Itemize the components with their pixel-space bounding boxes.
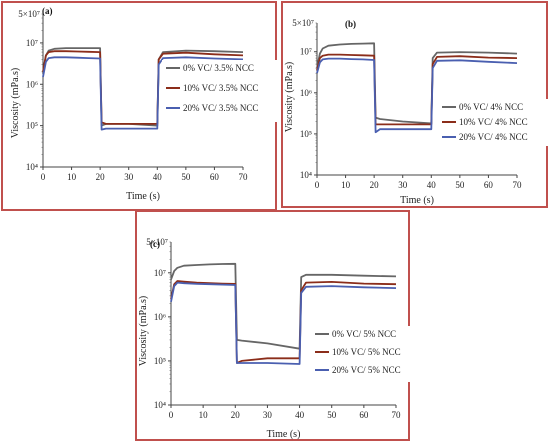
y-tick-label: 10⁷ bbox=[154, 268, 166, 278]
y-tick-label: 10⁴ bbox=[154, 400, 166, 410]
y-tick-label: 10⁵ bbox=[154, 356, 166, 366]
x-tick-label: 0 bbox=[315, 180, 320, 190]
x-tick-label: 30 bbox=[263, 410, 273, 420]
y-top-label: 5×10⁷ bbox=[146, 237, 168, 247]
y-top-label: 5×10⁷ bbox=[18, 9, 40, 19]
x-tick-label: 60 bbox=[484, 180, 494, 190]
y-tick-label: 10⁵ bbox=[26, 121, 38, 131]
legend-label-2: 20% VC/ 3.5% NCC bbox=[183, 103, 258, 113]
x-tick-label: 40 bbox=[153, 172, 163, 182]
chart-panel-c: 0 10 20 30 40 50 60 70 10⁴ 10⁵ 10⁶ 10⁷ 5×10⁷ Time (s)… bbox=[135, 210, 426, 441]
legend-label-0: 0% VC/ 5% NCC bbox=[332, 329, 396, 339]
x-tick-label: 10 bbox=[67, 172, 77, 182]
x-tick-label: 20 bbox=[231, 410, 241, 420]
legend-box bbox=[438, 99, 550, 146]
x-tick-label: 50 bbox=[181, 172, 191, 182]
x-tick-label: 0 bbox=[41, 172, 46, 182]
legend-label-2: 20% VC/ 4% NCC bbox=[459, 132, 528, 142]
x-tick-label: 20 bbox=[96, 172, 106, 182]
y-top-label: 5×10⁷ bbox=[292, 18, 314, 28]
x-tick-label: 50 bbox=[327, 410, 337, 420]
x-tick-label: 30 bbox=[124, 172, 134, 182]
y-tick-label: 10⁷ bbox=[26, 38, 38, 48]
x-tick-label: 60 bbox=[359, 410, 369, 420]
legend-label-0: 0% VC/ 4% NCC bbox=[459, 102, 523, 112]
y-axis-title: Viscosity (mPa.s) bbox=[10, 68, 21, 139]
x-tick-label: 30 bbox=[398, 180, 408, 190]
legend-box bbox=[311, 326, 426, 382]
legend-label-2: 20% VC/ 5% NCC bbox=[332, 365, 401, 375]
y-tick-label: 10⁷ bbox=[300, 47, 312, 57]
y-tick-label: 10⁴ bbox=[300, 170, 312, 180]
y-tick-label: 10⁶ bbox=[26, 79, 38, 89]
x-tick-label: 0 bbox=[169, 410, 174, 420]
legend-label-1: 10% VC/ 5% NCC bbox=[332, 347, 401, 357]
x-tick-label: 10 bbox=[341, 180, 351, 190]
y-axis-title: Viscosity (mPa.s) bbox=[284, 62, 295, 133]
y-axis-title: Viscosity (mPa.s) bbox=[138, 296, 149, 367]
chart-panel-a: 0 10 20 30 40 50 60 70 10⁴ 10⁵ 10⁶ 10⁷ 5×10⁷ Time (s)… bbox=[1, 1, 277, 211]
panel-label: (b) bbox=[345, 19, 356, 29]
x-tick-label: 20 bbox=[370, 180, 380, 190]
series-line-2 bbox=[316, 57, 518, 134]
series-line-2 bbox=[170, 281, 397, 365]
x-tick-label: 70 bbox=[392, 410, 402, 420]
legend-label-0: 0% VC/ 3.5% NCC bbox=[183, 63, 254, 73]
x-tick-label: 10 bbox=[199, 410, 209, 420]
panel-label: (c) bbox=[150, 239, 160, 249]
legend-label-1: 10% VC/ 3.5% NCC bbox=[183, 83, 258, 93]
y-tick-label: 10⁶ bbox=[300, 88, 312, 98]
x-axis-title: Time (s) bbox=[126, 191, 160, 202]
chart-c-svg: 0 10 20 30 40 50 60 70 10⁴ 10⁵ 10⁶ 10⁷ 5×10⁷ Time (s)… bbox=[138, 237, 426, 440]
legend-box bbox=[162, 60, 277, 122]
y-tick-label: 10⁴ bbox=[26, 162, 38, 172]
x-tick-label: 70 bbox=[513, 180, 523, 190]
series-line-2 bbox=[42, 56, 244, 131]
y-tick-label: 10⁶ bbox=[154, 312, 166, 322]
y-tick-label: 10⁵ bbox=[300, 129, 312, 139]
chart-a-svg: 0 10 20 30 40 50 60 70 10⁴ 10⁵ 10⁶ 10⁷ 5×10⁷ Time (s)… bbox=[10, 6, 277, 202]
x-tick-label: 60 bbox=[210, 172, 220, 182]
x-tick-label: 40 bbox=[427, 180, 437, 190]
panel-label: (a) bbox=[42, 6, 53, 16]
x-tick-label: 50 bbox=[455, 180, 465, 190]
legend-label-1: 10% VC/ 4% NCC bbox=[459, 117, 528, 127]
chart-b-svg: 0 10 20 30 40 50 60 70 10⁴ 10⁵ 10⁶ 10⁷ 5×10⁷ Time (s)… bbox=[284, 18, 550, 206]
x-axis-title: Time (s) bbox=[267, 429, 301, 440]
chart-panel-b: 0 10 20 30 40 50 60 70 10⁴ 10⁵ 10⁶ 10⁷ 5×10⁷ Time (s)… bbox=[281, 1, 550, 208]
x-axis-title: Time (s) bbox=[400, 195, 434, 206]
x-tick-label: 70 bbox=[239, 172, 249, 182]
x-tick-label: 40 bbox=[295, 410, 305, 420]
